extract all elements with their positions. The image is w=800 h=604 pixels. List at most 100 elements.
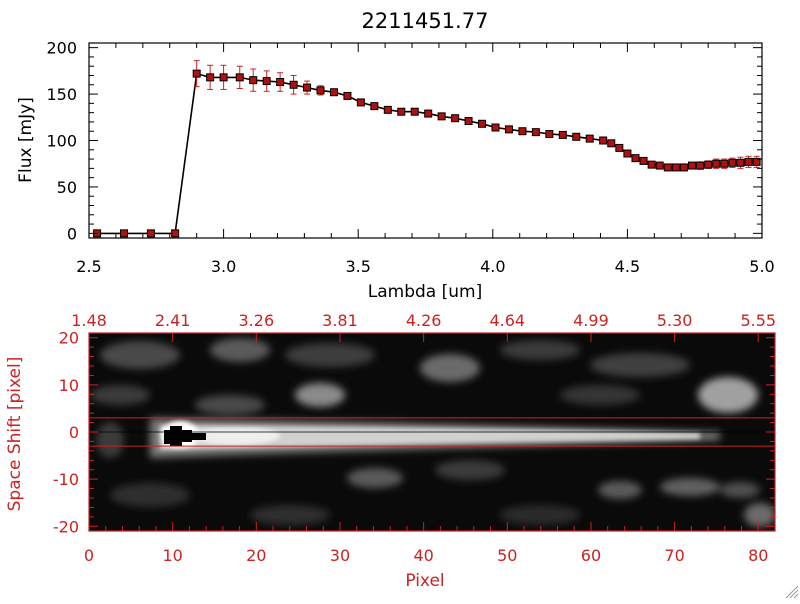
x-tick-label: 3.5 (345, 257, 370, 276)
y-tick-label: 0 (67, 224, 77, 243)
chart-title: 2211451.77 (362, 9, 489, 33)
heatmap-y-tick-label: 0 (69, 423, 79, 442)
data-point (518, 127, 527, 136)
heatmap-y-axis-label: Space Shift [pixel] (5, 357, 25, 512)
data-point (289, 80, 298, 89)
data-point (607, 139, 616, 148)
spectrum-axes-frame (88, 42, 763, 239)
saturated-pixels (164, 426, 206, 446)
spectrum-chart: 2211451.77 2.5 3.0 3.5 4.0 4.5 5.0 0 50 100 150 20… (16, 9, 775, 302)
data-point (397, 107, 406, 116)
x-tick-label: 4.5 (615, 257, 640, 276)
resize-grip-icon[interactable] (785, 585, 799, 599)
top-wavelength-tick-label: 5.30 (657, 311, 693, 330)
heatmap-x-tick-label: 50 (497, 546, 517, 565)
x-axis-label: Lambda [um] (368, 282, 482, 302)
y-tick-label: 200 (46, 39, 77, 58)
top-wavelength-tick-label: 4.64 (489, 311, 525, 330)
y-tick-label: 150 (46, 85, 77, 104)
y-axis-label: Flux [mJy] (16, 97, 36, 183)
background-noise (90, 338, 775, 527)
data-point (545, 130, 554, 138)
heatmap-y-tick-label: 10 (59, 376, 79, 395)
data-point (696, 161, 705, 170)
top-wavelength-tick-label: 3.26 (239, 311, 275, 330)
heatmap-x-tick-label: 80 (748, 546, 768, 565)
data-point (655, 161, 664, 170)
y-tick-label: 50 (57, 178, 77, 197)
data-point (744, 157, 753, 166)
heatmap-x-tick-label: 0 (84, 546, 94, 565)
data-point (558, 130, 567, 139)
data-point (631, 154, 640, 163)
top-wavelength-tick-label: 4.26 (406, 311, 442, 330)
data-point (728, 158, 737, 167)
heatmap-y-tick-label: -10 (53, 470, 79, 489)
data-point (671, 163, 680, 172)
data-point (752, 157, 761, 166)
data-point (639, 156, 648, 165)
data-point (235, 73, 244, 82)
data-point (219, 73, 228, 82)
top-wavelength-tick-label: 2.41 (155, 311, 191, 330)
heatmap-x-tick-label: 70 (664, 546, 684, 565)
data-point (647, 160, 656, 169)
y-tick-label: 100 (46, 132, 77, 151)
spectral-trace-core (160, 421, 700, 450)
data-point (119, 229, 128, 238)
data-point (704, 160, 713, 169)
heatmap-x-axis-label: Pixel (405, 571, 444, 591)
data-point (736, 158, 745, 167)
top-wavelength-tick-label: 1.48 (71, 311, 107, 330)
data-point (171, 229, 180, 238)
data-point (329, 88, 338, 97)
data-point (249, 76, 258, 85)
spectrum-axes: 2.5 3.0 3.5 4.0 4.5 5.0 0 50 100 150 200 (46, 39, 774, 276)
spectrum-plot-area (93, 60, 761, 238)
data-point (688, 161, 697, 170)
data-point (663, 163, 672, 172)
data-point (712, 159, 721, 168)
data-point (356, 98, 365, 107)
data-point (478, 119, 487, 128)
top-wavelength-tick-label: 5.55 (740, 311, 776, 330)
data-point (303, 83, 312, 92)
x-tick-label: 2.5 (76, 257, 101, 276)
data-point (491, 123, 500, 132)
spectrum-image-chart: 0 10 20 30 40 50 60 70 80 1.48 2.41 3.26 3.81 4.26 4.6… (5, 311, 776, 591)
data-point (262, 77, 271, 86)
data-point (615, 143, 624, 152)
x-tick-label: 5.0 (749, 257, 774, 276)
data-point (572, 132, 581, 141)
heatmap-x-tick-label: 30 (330, 546, 350, 565)
data-point (146, 229, 155, 238)
data-point (464, 117, 473, 125)
data-point (343, 91, 352, 100)
top-wavelength-tick-label: 4.99 (573, 311, 609, 330)
data-point (206, 73, 215, 82)
data-point (623, 149, 632, 158)
heatmap-x-tick-label: 40 (413, 546, 433, 565)
data-point (451, 114, 460, 123)
heatmap-x-tick-label: 20 (246, 546, 266, 565)
data-point (383, 105, 392, 114)
heatmap-y-tick-label: 20 (59, 329, 79, 348)
heatmap-y-tick-label: -20 (53, 517, 79, 536)
data-point (599, 136, 608, 145)
data-point (504, 125, 513, 134)
data-point (370, 102, 379, 111)
data-point (316, 86, 325, 95)
heatmap-x-tick-label: 60 (581, 546, 601, 565)
flux-line (97, 72, 757, 235)
data-point (437, 112, 446, 121)
data-point (276, 78, 285, 86)
data-point (531, 128, 540, 137)
data-point (424, 109, 433, 118)
x-tick-label: 4.0 (480, 257, 505, 276)
top-wavelength-tick-label: 3.81 (322, 311, 358, 330)
data-point (679, 163, 688, 172)
heatmap-image (89, 333, 775, 531)
data-point (585, 134, 594, 143)
